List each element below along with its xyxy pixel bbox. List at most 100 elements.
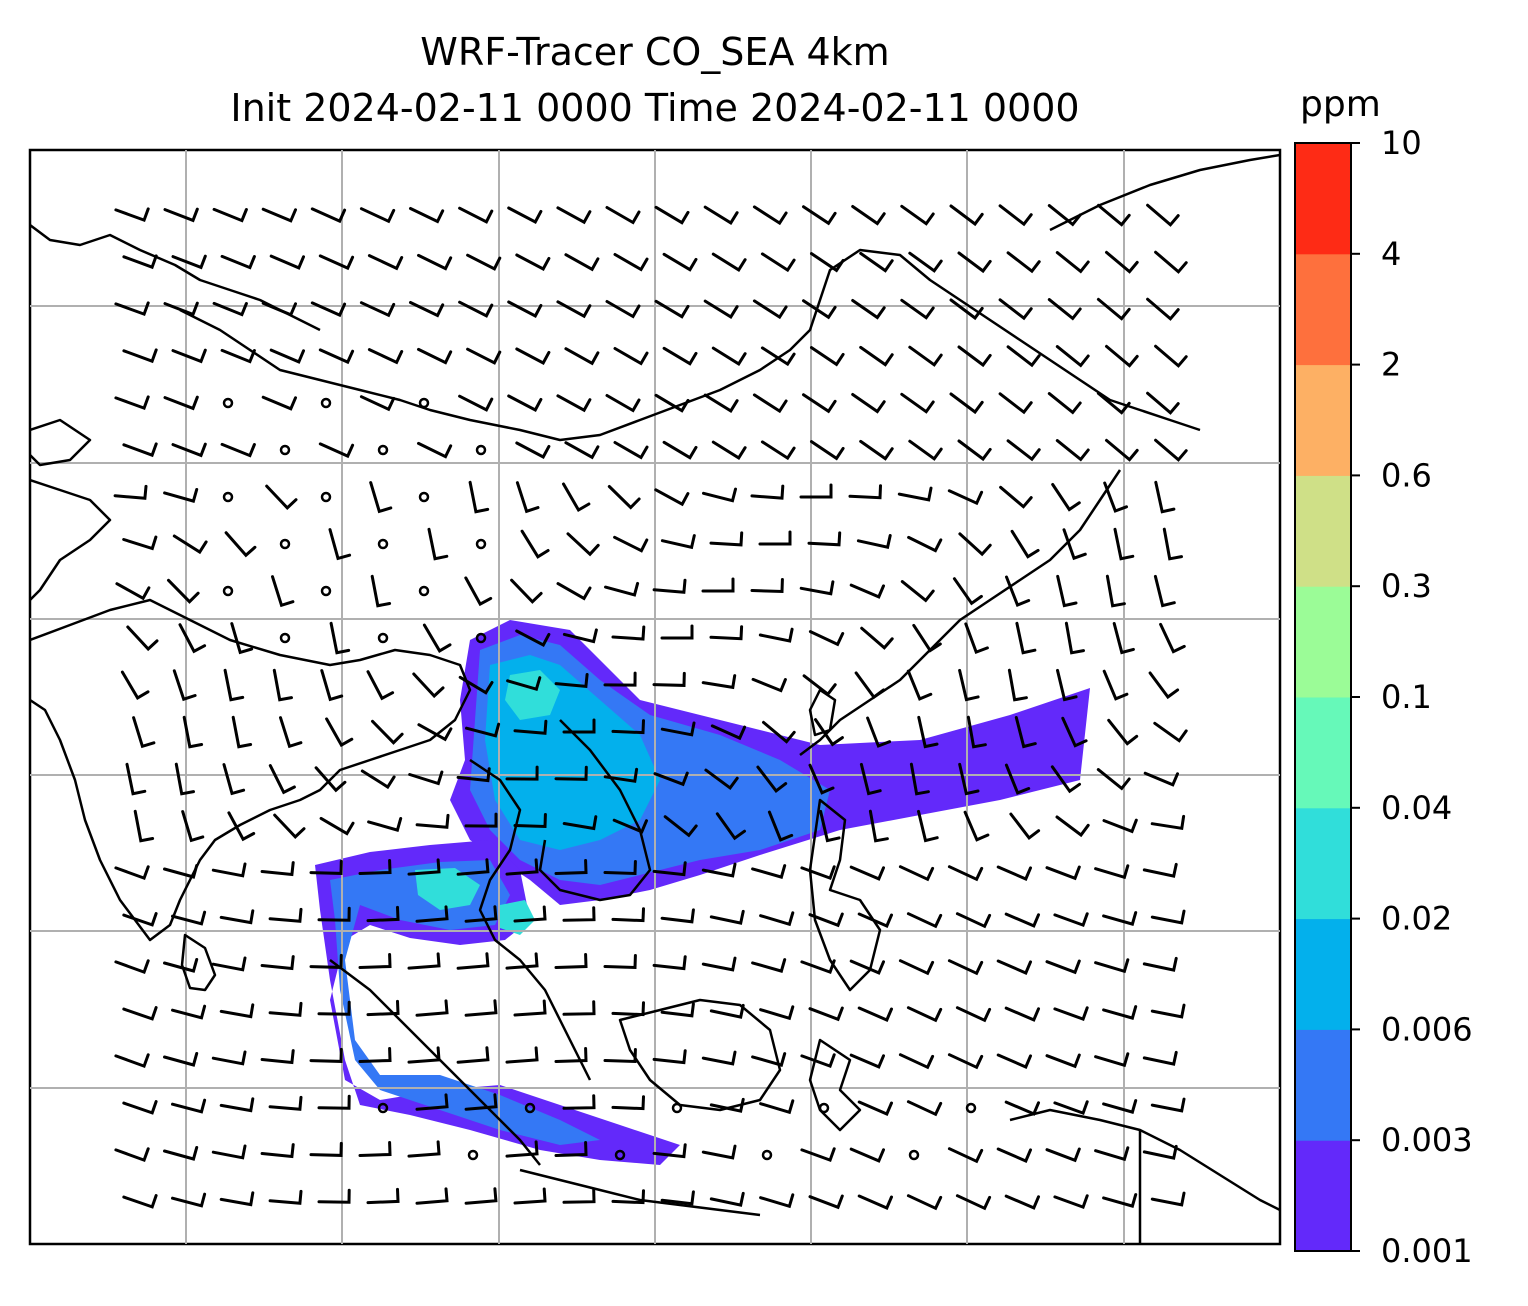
wind-barb	[513, 905, 547, 923]
wind-barb	[660, 1002, 695, 1018]
west-border	[30, 478, 112, 601]
wind-barb	[515, 629, 551, 648]
wind-barb	[859, 762, 882, 796]
wind-barb	[909, 762, 930, 796]
wind-barb	[114, 301, 150, 317]
wind-barb	[966, 715, 987, 749]
wind-barb	[219, 1191, 255, 1207]
wind-barb	[760, 346, 796, 367]
wind-barb	[1055, 439, 1090, 462]
wind-barb	[851, 393, 886, 414]
wind-barb	[554, 673, 589, 689]
wind-barb	[317, 1188, 351, 1204]
wind-barb	[854, 671, 885, 700]
wind-calm-circle	[279, 444, 291, 456]
wind-barb	[760, 252, 796, 273]
wind-barb	[906, 912, 943, 929]
wind-barb	[709, 909, 745, 925]
wind-barb	[1004, 912, 1040, 928]
wind-barb	[328, 528, 352, 561]
wind-calm-circle	[475, 632, 487, 644]
wind-barb	[1004, 1100, 1040, 1116]
wind-barb	[1102, 1099, 1138, 1114]
wind-barb	[171, 1098, 207, 1114]
wind-barb	[611, 1001, 645, 1017]
wind-barb	[949, 392, 984, 415]
wind-barb	[261, 207, 297, 223]
wind-barb	[219, 909, 255, 925]
wind-barb	[464, 1093, 498, 1111]
wind-barb	[1006, 251, 1041, 274]
colorbar-label: 0.1	[1381, 678, 1432, 716]
wind-barb	[808, 912, 844, 928]
wind-barb	[652, 671, 686, 687]
wind-barb	[269, 348, 305, 364]
wind-barb	[900, 580, 935, 603]
wind-barb	[114, 865, 150, 881]
wind-barb	[654, 299, 690, 319]
wind-barb	[1142, 862, 1178, 878]
wind-barb	[369, 481, 393, 514]
wind-barb	[172, 534, 208, 555]
wind-barb	[125, 762, 147, 796]
wind-barb	[211, 956, 247, 972]
wind-barb	[810, 252, 845, 273]
wind-barb	[663, 815, 698, 838]
colorbar-segment	[1295, 586, 1351, 698]
wind-barb	[319, 816, 355, 836]
colorbar-unit: ppm	[1300, 84, 1381, 125]
wind-barb	[1146, 297, 1180, 321]
wind-calm-circle	[614, 1149, 626, 1161]
wind-barb	[268, 1189, 303, 1205]
wind-barb	[422, 623, 452, 653]
wind-barb	[1045, 1147, 1081, 1163]
wind-barb	[219, 1003, 255, 1019]
wind-barb	[603, 671, 637, 687]
wind-barb	[1102, 818, 1138, 834]
wind-barb	[907, 535, 943, 553]
wind-barb	[660, 721, 696, 737]
wind-barb	[122, 348, 158, 364]
wind-barb	[949, 298, 984, 321]
wind-barb	[114, 207, 150, 223]
wind-barb	[957, 251, 992, 274]
wind-barb	[510, 578, 543, 604]
wind-barb	[612, 818, 648, 834]
wind-barb	[371, 719, 404, 745]
wind-barb	[1154, 344, 1188, 368]
colorbar-label: 10	[1381, 124, 1422, 162]
wind-barb	[562, 815, 598, 831]
wind-barb	[605, 300, 641, 319]
colorbar-segment	[1295, 143, 1351, 255]
central-asia	[30, 418, 92, 467]
wind-barb	[513, 999, 547, 1017]
wind-barb	[1096, 297, 1131, 321]
wind-barb	[752, 205, 788, 226]
wind-barb	[163, 488, 199, 503]
colorbar-label: 0.3	[1381, 567, 1432, 605]
wind-barb	[464, 999, 498, 1017]
wind-barb	[1055, 251, 1090, 274]
wind-barb	[958, 668, 980, 702]
wind-barb	[802, 299, 837, 320]
wind-barb	[1056, 574, 1078, 608]
wind-barb	[1014, 716, 1037, 749]
wind-barb	[458, 675, 494, 695]
wind-barb	[1102, 1005, 1138, 1020]
wind-barb	[947, 865, 984, 882]
wind-barb	[660, 624, 694, 640]
wind-barb	[1143, 771, 1179, 787]
wind-barb	[701, 1144, 737, 1160]
wind-barb	[900, 298, 935, 320]
wind-barb	[1045, 959, 1081, 975]
wind-barb	[759, 1193, 795, 1209]
wind-barb	[897, 486, 933, 502]
wind-barb	[906, 669, 933, 701]
wind-barb	[163, 1146, 199, 1161]
wind-barb	[268, 1095, 303, 1111]
wind-barb	[1154, 250, 1188, 274]
wind-barb	[859, 345, 894, 367]
wind-barb	[819, 809, 841, 843]
wind-barb	[607, 485, 641, 510]
wind-barb	[317, 1000, 351, 1016]
